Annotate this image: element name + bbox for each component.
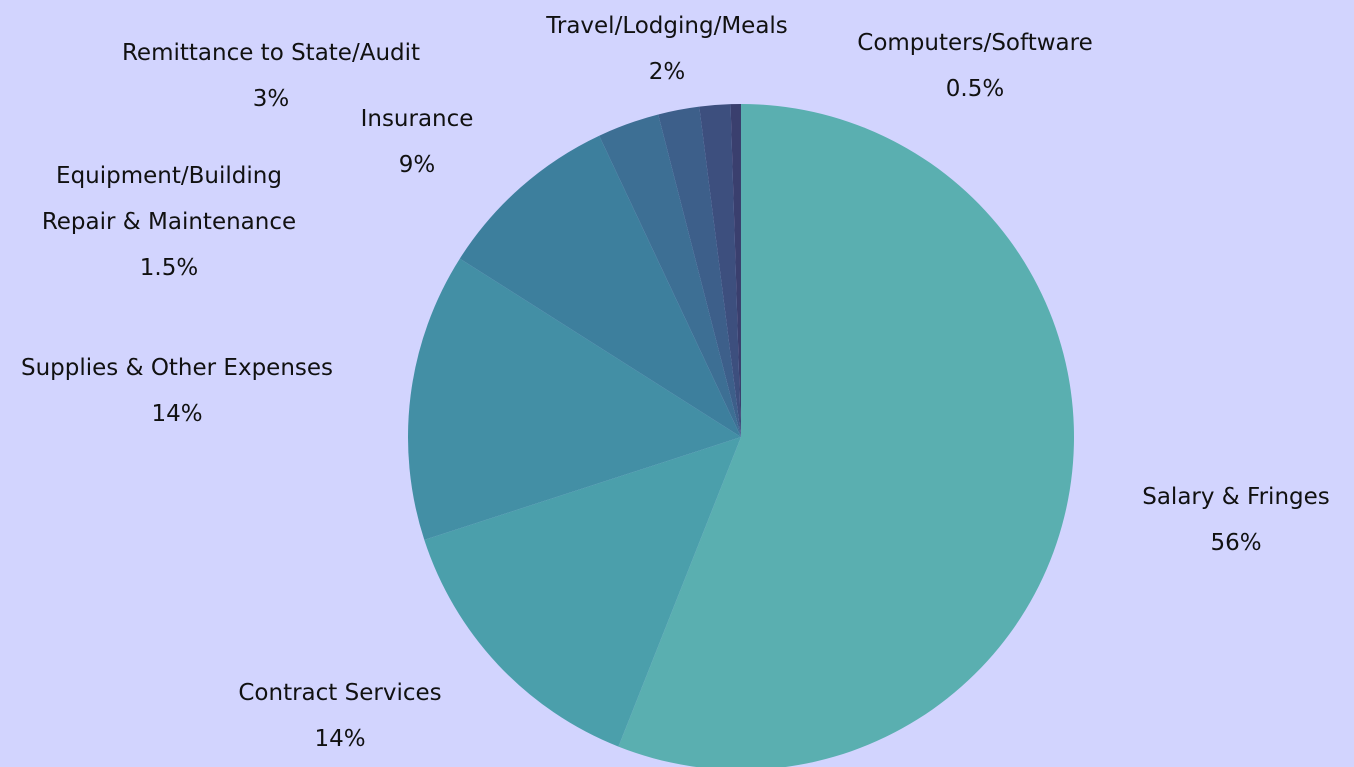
pie-slice	[424, 437, 741, 747]
slice-name: Computers/Software	[857, 30, 1093, 56]
slice-value: 3%	[252, 86, 290, 112]
slice-label: Remittance to State/Audit 3%	[91, 30, 451, 122]
slice-name: Supplies & Other Expenses	[20, 355, 334, 381]
slice-label: Insurance 9%	[317, 96, 517, 188]
slice-name: Equipment/Building Repair & Maintenance	[41, 163, 297, 235]
pie-slice	[618, 104, 1074, 767]
pie-slice	[658, 106, 741, 438]
pie-slice	[459, 135, 741, 437]
slice-name: Travel/Lodging/Meals	[546, 13, 788, 39]
slice-label: Supplies & Other Expenses 14%	[0, 345, 357, 437]
slice-label: Contract Services 14%	[190, 670, 490, 762]
slice-value: 2%	[648, 59, 686, 85]
pie-slice	[699, 104, 741, 438]
slice-value: 0.5%	[945, 76, 1005, 102]
slice-value: 9%	[398, 152, 436, 178]
slice-label: Salary & Fringes 56%	[1106, 474, 1354, 566]
pie-slice	[599, 114, 741, 438]
pie-slice	[408, 258, 741, 540]
slice-label: Equipment/Building Repair & Maintenance 1…	[19, 153, 319, 291]
slice-name: Remittance to State/Audit	[121, 40, 421, 66]
slice-value: 14%	[151, 401, 203, 427]
slice-value: 56%	[1210, 530, 1262, 556]
slice-label: Travel/Lodging/Meals 2%	[517, 3, 817, 95]
slice-name: Salary & Fringes	[1142, 484, 1330, 510]
slice-label: Computers/Software 0.5%	[825, 20, 1125, 112]
slice-name: Insurance	[360, 106, 474, 132]
pie-slice	[730, 104, 741, 437]
slice-name: Contract Services	[238, 680, 442, 706]
slice-value: 14%	[314, 726, 366, 752]
slice-value: 1.5%	[139, 255, 199, 281]
